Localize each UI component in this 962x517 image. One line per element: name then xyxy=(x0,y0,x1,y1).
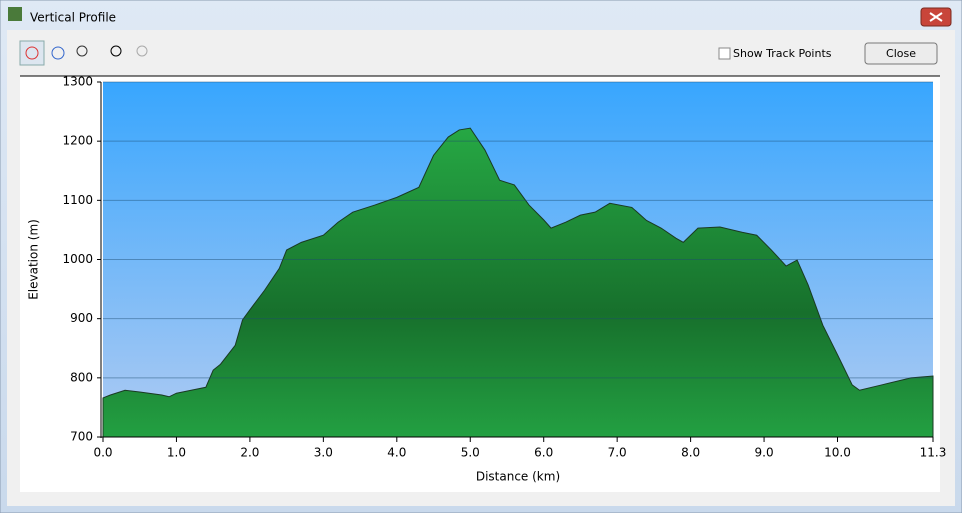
y-tick-label: 700 xyxy=(70,430,93,444)
x-tick-label: 5.0 xyxy=(461,446,480,460)
x-tick-label: 3.0 xyxy=(314,446,333,460)
x-axis-label: Distance (km) xyxy=(476,470,560,484)
window-title: Vertical Profile xyxy=(30,11,116,25)
x-tick-label: 6.0 xyxy=(534,446,553,460)
elevation-area xyxy=(102,127,934,438)
y-axis-label: Elevation (m) xyxy=(27,219,41,300)
x-tick-label: 2.0 xyxy=(240,446,259,460)
x-tick-label: 0.0 xyxy=(93,446,112,460)
y-tick-label: 1000 xyxy=(62,252,93,266)
tool-icon xyxy=(25,46,39,60)
y-tick-label: 1300 xyxy=(62,75,93,89)
checkbox-label[interactable]: Show Track Points xyxy=(733,47,832,60)
chart: 700 800 900 1000 1100 1200 1300 0.0 1.0 2.0 3.0 4.0… xyxy=(27,75,947,484)
tool-pan[interactable] xyxy=(51,46,65,60)
y-tick-label: 900 xyxy=(70,311,93,325)
y-tick-label: 1200 xyxy=(62,134,93,148)
x-tick-label: 8.0 xyxy=(681,446,700,460)
tool-crosshair[interactable] xyxy=(19,40,45,66)
x-tick-label: 11.3 xyxy=(920,446,947,460)
close-button-label: Close xyxy=(886,47,916,60)
x-tick-label: 10.0 xyxy=(824,446,851,460)
close-x-icon xyxy=(929,12,943,22)
x-tick-label: 7.0 xyxy=(608,446,627,460)
tool-zoom-in[interactable] xyxy=(110,45,122,57)
x-tick-label: 4.0 xyxy=(387,446,406,460)
close-button[interactable] xyxy=(864,42,938,65)
tool-zoom-box[interactable] xyxy=(76,45,88,57)
checkbox[interactable] xyxy=(718,47,731,60)
y-tick-label: 800 xyxy=(70,370,93,384)
x-tick-label: 1.0 xyxy=(167,446,186,460)
x-tick-label: 9.0 xyxy=(755,446,774,460)
app-icon xyxy=(8,7,22,21)
tool-zoom-out[interactable] xyxy=(136,45,148,57)
y-tick-label: 1100 xyxy=(62,193,93,207)
